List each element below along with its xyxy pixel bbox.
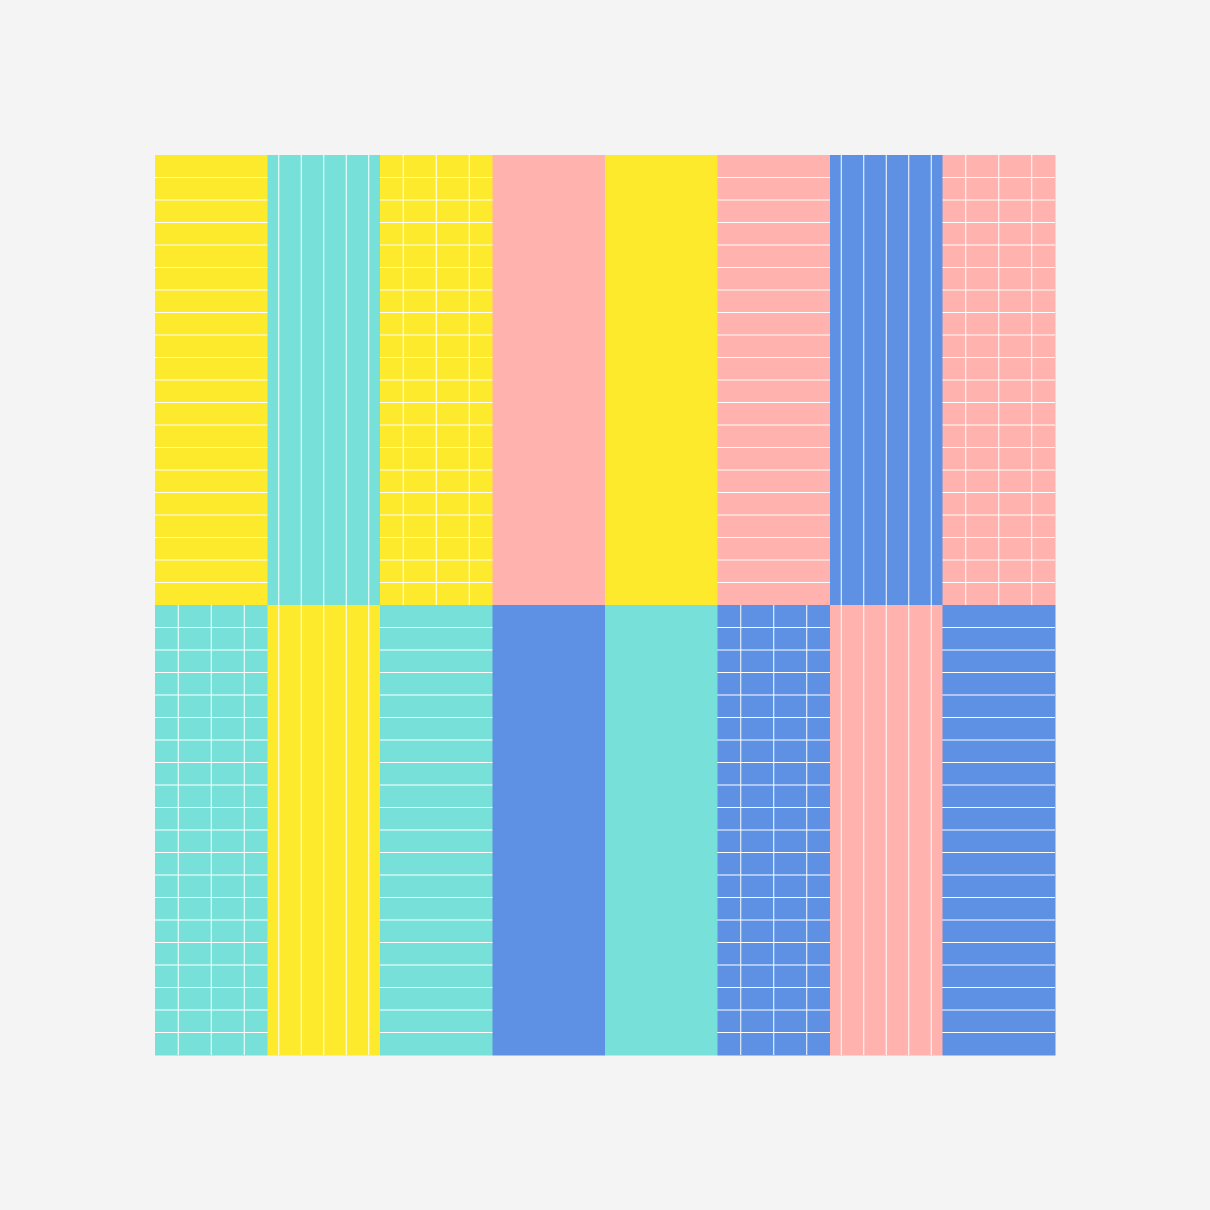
tile bbox=[492, 155, 606, 606]
tile bbox=[605, 605, 718, 1056]
tile bbox=[492, 605, 606, 1056]
tile bbox=[605, 155, 718, 606]
